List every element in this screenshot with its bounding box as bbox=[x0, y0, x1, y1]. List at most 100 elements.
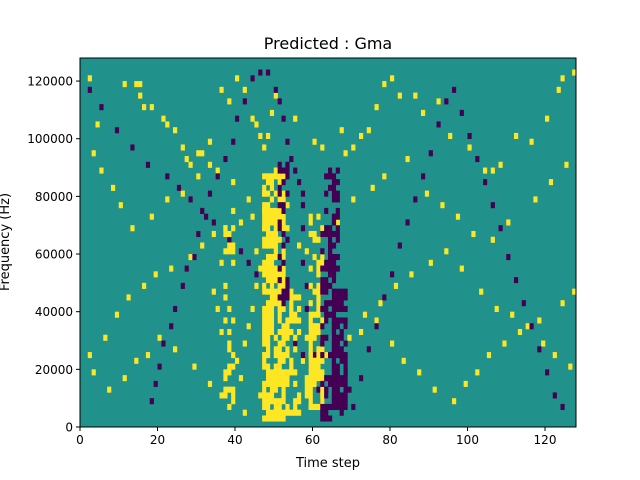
heatmap-cell bbox=[277, 271, 282, 278]
heatmap-cell bbox=[266, 317, 271, 324]
heatmap-cell bbox=[331, 375, 337, 382]
heatmap-cell bbox=[200, 207, 205, 214]
heatmap-cell bbox=[223, 392, 228, 399]
heatmap-cell bbox=[266, 179, 271, 186]
heatmap-cell bbox=[312, 375, 317, 382]
heatmap-cell bbox=[277, 161, 282, 168]
heatmap-cell bbox=[312, 288, 317, 295]
heatmap-cell bbox=[262, 219, 267, 226]
heatmap-cell bbox=[223, 248, 228, 255]
heatmap-cell bbox=[277, 236, 282, 243]
heatmap-cell bbox=[273, 225, 278, 232]
heatmap-cell bbox=[366, 127, 371, 134]
heatmap-cell bbox=[262, 271, 267, 278]
heatmap-cell bbox=[277, 219, 282, 226]
heatmap-cell bbox=[266, 132, 271, 140]
heatmap-cell bbox=[114, 127, 120, 134]
heatmap-cell bbox=[293, 311, 298, 318]
heatmap-cell bbox=[277, 357, 282, 364]
heatmap-cell bbox=[254, 271, 259, 278]
heatmap-cell bbox=[335, 305, 340, 312]
heatmap-cell bbox=[304, 380, 309, 387]
heatmap-cell bbox=[269, 277, 275, 284]
heatmap-cell bbox=[343, 369, 348, 376]
heatmap-cell bbox=[572, 288, 577, 295]
heatmap-cell bbox=[223, 369, 228, 376]
heatmap-cell bbox=[331, 213, 337, 220]
heatmap-cell bbox=[235, 115, 240, 122]
heatmap-cell bbox=[335, 346, 340, 353]
heatmap-cell bbox=[320, 334, 325, 341]
heatmap-cell bbox=[269, 328, 275, 336]
heatmap-cell bbox=[277, 403, 282, 411]
heatmap-cell bbox=[502, 340, 507, 347]
heatmap-cell bbox=[273, 230, 278, 238]
heatmap-cell bbox=[312, 352, 317, 359]
heatmap-cell bbox=[521, 300, 526, 307]
heatmap-cell bbox=[227, 328, 232, 336]
heatmap-cell bbox=[328, 173, 333, 180]
heatmap-cell bbox=[289, 294, 294, 301]
heatmap-cell bbox=[316, 311, 321, 318]
heatmap-cell bbox=[227, 369, 232, 376]
heatmap-cell bbox=[320, 305, 325, 312]
heatmap-cell bbox=[316, 271, 321, 278]
heatmap-cell bbox=[320, 398, 325, 405]
heatmap-cell bbox=[331, 340, 337, 347]
heatmap-cell bbox=[281, 300, 286, 307]
heatmap-cell bbox=[475, 369, 480, 376]
heatmap-cell bbox=[262, 328, 267, 336]
heatmap-cell bbox=[331, 265, 337, 272]
heatmap-cell bbox=[362, 311, 368, 318]
heatmap-cell bbox=[335, 254, 340, 261]
heatmap-cell bbox=[331, 317, 337, 324]
heatmap-cell bbox=[269, 369, 275, 376]
heatmap-cell bbox=[370, 184, 375, 191]
heatmap-cell bbox=[211, 288, 216, 295]
heatmap-cell bbox=[285, 282, 290, 289]
heatmap-cell bbox=[277, 409, 282, 416]
heatmap-cell bbox=[281, 357, 286, 364]
heatmap-cell bbox=[320, 259, 325, 266]
heatmap-cell bbox=[227, 340, 232, 347]
heatmap-cell bbox=[91, 150, 96, 157]
heatmap-cell bbox=[211, 219, 216, 226]
heatmap-cell bbox=[269, 265, 275, 272]
heatmap-cell bbox=[227, 305, 232, 312]
heatmap-cell bbox=[277, 328, 282, 336]
heatmap-cell bbox=[529, 323, 534, 330]
heatmap-cell bbox=[335, 375, 340, 382]
heatmap-cell bbox=[331, 173, 337, 180]
heatmap-cell bbox=[277, 346, 282, 353]
heatmap-cell bbox=[219, 86, 224, 93]
heatmap-cell bbox=[281, 219, 286, 226]
heatmap-cell bbox=[277, 311, 282, 318]
heatmap-cell bbox=[463, 380, 468, 387]
heatmap-cell bbox=[312, 363, 317, 370]
heatmap-cell bbox=[331, 363, 337, 370]
heatmap-cell bbox=[219, 259, 224, 266]
heatmap-cell bbox=[343, 340, 348, 347]
heatmap-cell bbox=[281, 386, 286, 393]
heatmap-cell bbox=[320, 409, 325, 416]
heatmap-cell bbox=[273, 254, 278, 261]
y-tick-label: 80000 bbox=[35, 190, 73, 204]
heatmap-cell bbox=[262, 352, 267, 359]
heatmap-cell bbox=[269, 300, 275, 307]
heatmap-cell bbox=[285, 161, 290, 168]
heatmap-cell bbox=[219, 392, 224, 399]
heatmap-cell bbox=[320, 369, 325, 376]
heatmap-cell bbox=[281, 248, 286, 255]
heatmap-cell bbox=[273, 415, 278, 422]
heatmap-cell bbox=[207, 190, 213, 197]
heatmap-cell bbox=[281, 294, 286, 301]
heatmap-cell bbox=[328, 225, 333, 232]
heatmap-cell bbox=[328, 311, 333, 318]
heatmap-cell bbox=[393, 282, 399, 289]
heatmap-cell bbox=[269, 392, 275, 399]
heatmap-cell bbox=[510, 311, 515, 318]
heatmap-cell bbox=[211, 230, 216, 238]
heatmap-cell bbox=[281, 352, 286, 359]
heatmap-cell bbox=[316, 282, 321, 289]
heatmap-cell bbox=[277, 225, 282, 232]
